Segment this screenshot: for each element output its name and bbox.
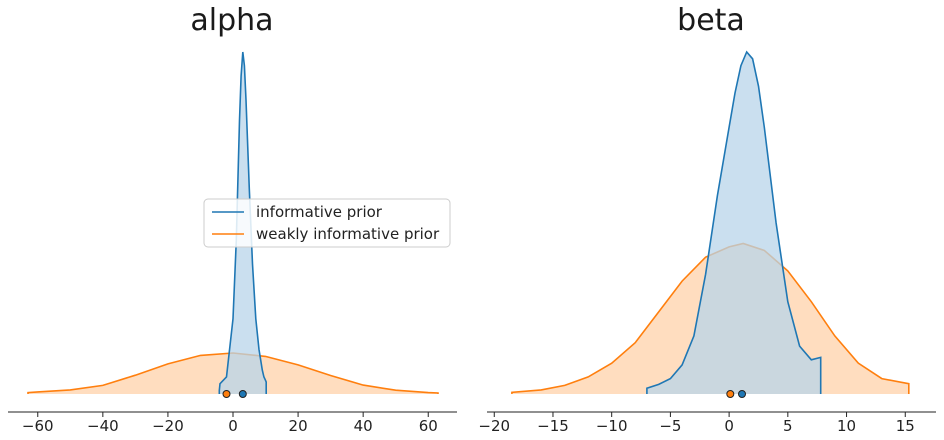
legend-frame [203, 198, 451, 248]
x-tick-label: 60 [419, 417, 438, 435]
density-line-informative-prior [646, 50, 822, 394]
x-tick-label: 20 [289, 417, 308, 435]
x-tick-label: 40 [354, 417, 373, 435]
plot-area [511, 50, 910, 398]
x-tick-label: −5 [659, 417, 681, 435]
legend-label-weakly-informative: weakly informative prior [256, 225, 440, 243]
density-line-informative-prior [218, 51, 267, 394]
x-tick-label: 0 [724, 417, 734, 435]
point-estimate-informative-prior [738, 390, 746, 398]
x-tick-label: −60 [22, 417, 54, 435]
x-tick-label: 10 [837, 417, 856, 435]
x-tick-label: 5 [783, 417, 793, 435]
x-axis-ticks: −20 −15 −10 −5 0 5 10 15 [478, 412, 915, 435]
legend: informative prior weakly informative pri… [203, 198, 451, 248]
panel-title: alpha [190, 3, 273, 38]
x-tick-label: −10 [596, 417, 628, 435]
x-tick-label: 0 [228, 417, 238, 435]
point-estimate-informative-prior [238, 390, 247, 398]
panel-title: beta [677, 3, 745, 38]
x-tick-label: −20 [152, 417, 184, 435]
x-axis-ticks: −60 −40 −20 0 20 40 60 [22, 412, 438, 435]
x-tick-label: −20 [478, 417, 510, 435]
point-estimate-weakly-informative-prior [726, 390, 735, 398]
density-fill-informative-prior [646, 52, 821, 394]
x-tick-label: 15 [896, 417, 915, 435]
panel-beta: beta −20 −15 −10 −5 0 5 10 15 [478, 3, 936, 435]
x-tick-label: −15 [537, 417, 569, 435]
legend-label-informative: informative prior [256, 203, 383, 221]
point-estimate-weakly-informative-prior [222, 390, 231, 398]
x-tick-label: −40 [87, 417, 119, 435]
